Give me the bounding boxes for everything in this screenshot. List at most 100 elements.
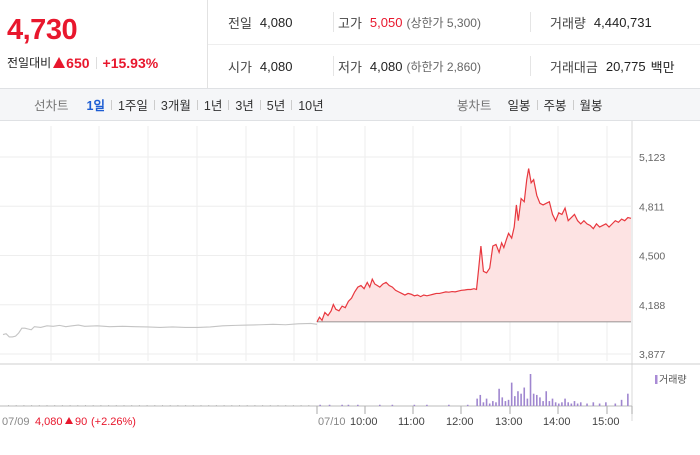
prev-volume-bar xyxy=(15,405,17,406)
volume-bar xyxy=(532,393,535,406)
y-tick-label: 4,188 xyxy=(639,300,665,312)
stat-trade-value: 거래대금 20,775 백만 xyxy=(550,44,675,88)
volume-bar xyxy=(426,404,428,406)
prev-volume-bar xyxy=(208,405,210,406)
volume-bar xyxy=(357,404,359,406)
tab-monthly[interactable]: 월봉 xyxy=(579,99,603,113)
volume-bar xyxy=(529,374,532,406)
y-tick-label: 5,123 xyxy=(639,152,665,164)
prev-volume-bar xyxy=(215,405,217,406)
volume-legend-swatch xyxy=(655,375,658,384)
volume-bar xyxy=(545,391,548,406)
volume-bar xyxy=(479,394,482,406)
volume-bar xyxy=(620,399,623,406)
prev-volume-bar xyxy=(85,405,86,406)
divider xyxy=(333,12,334,32)
y-tick-label: 3,877 xyxy=(639,349,665,361)
line-chart-tabs: 선차트 1일 1주일 3개월 1년 3년 5년 10년 xyxy=(34,89,324,120)
divider xyxy=(110,99,112,110)
y-tick-label: 4,811 xyxy=(639,201,665,213)
today-area-fill xyxy=(317,168,631,322)
volume-legend-label: 거래량 xyxy=(659,374,687,386)
prev-day-line xyxy=(2,322,318,338)
volume-bar xyxy=(341,404,343,406)
stat-sub: (하한가 2,860) xyxy=(406,59,481,74)
stat-unit: 백만 xyxy=(650,59,675,75)
tab-weekly[interactable]: 주봉 xyxy=(543,99,567,113)
stat-label: 거래량 xyxy=(550,15,586,31)
footer-date: 07/09 xyxy=(2,416,30,428)
tab-1d[interactable]: 1일 xyxy=(86,99,105,113)
stat-label: 저가 xyxy=(338,59,362,75)
chart-tabs-bar: 선차트 1일 1주일 3개월 1년 3년 5년 10년 봉차트 일봉 주봉 월봉 xyxy=(0,88,700,121)
stat-low: 저가 4,080 (하한가 2,860) xyxy=(338,44,481,88)
prev-volume-bar xyxy=(285,405,287,406)
today-area-group xyxy=(316,168,632,323)
prev-volume-bar xyxy=(108,405,110,406)
divider xyxy=(536,99,538,110)
volume-bar xyxy=(488,403,491,406)
today-line xyxy=(316,168,632,323)
x-axis-ticks: 07/10 10:00 11:00 12:00 13:00 14:00 15:00 xyxy=(316,406,633,428)
divider xyxy=(228,99,230,110)
price-chart: 5,123 4,811 4,500 4,188 3,877 거래량 07/10 10:00… xyxy=(0,121,700,450)
stat-volume: 거래량 4,440,731 xyxy=(550,0,652,44)
stats-row-2: 시가 4,080 저가 4,080 (하한가 2,860) 거래대금 20,77… xyxy=(208,44,700,88)
volume-bar xyxy=(551,398,554,406)
stat-prev-close: 전일 4,080 xyxy=(228,0,292,44)
tab-1y[interactable]: 1년 xyxy=(203,99,223,113)
prev-volume-bar xyxy=(123,405,125,406)
prev-volume-bar xyxy=(308,405,310,406)
volume-bar xyxy=(570,403,573,406)
stat-label: 시가 xyxy=(228,59,252,75)
volume-bar xyxy=(614,403,617,406)
tab-1w[interactable]: 1주일 xyxy=(117,99,148,113)
prev-volume-bar xyxy=(92,405,94,406)
volume-bar xyxy=(564,398,566,406)
stat-value: 4,080 xyxy=(259,58,293,74)
prev-volume-bar xyxy=(292,405,294,406)
volume-bar xyxy=(523,387,526,406)
volume-bar xyxy=(542,401,544,406)
stat-value: 5,050 xyxy=(369,14,403,30)
prev-volume-bar xyxy=(185,405,187,406)
tab-3m[interactable]: 3개월 xyxy=(160,99,191,113)
tab-10y[interactable]: 10년 xyxy=(298,99,324,113)
prev-volume-bar xyxy=(200,405,202,406)
volume-bar xyxy=(504,401,507,406)
stat-value: 4,080 xyxy=(369,58,403,74)
divider xyxy=(259,99,261,110)
prev-volume-bar xyxy=(146,405,148,406)
tab-3y[interactable]: 3년 xyxy=(235,99,254,113)
volume-bar xyxy=(507,399,510,406)
chart-footer: 07/09 4,080 90 (+2.26%) xyxy=(2,416,136,428)
prev-volume-bar xyxy=(38,405,40,406)
volume-bar xyxy=(554,402,557,406)
prev-volume-bar xyxy=(61,405,63,406)
divider xyxy=(153,99,155,110)
divider xyxy=(333,56,334,76)
prev-volume-bar xyxy=(154,405,156,406)
tab-daily[interactable]: 일봉 xyxy=(507,99,531,113)
prev-volume-bar xyxy=(192,405,194,406)
quote-header: 4,730 전일대비 650 +15.93% 전일 4,080 고가 5,050… xyxy=(0,0,700,88)
stat-label: 고가 xyxy=(338,15,362,31)
tab-5y[interactable]: 5년 xyxy=(266,99,286,113)
prev-volume-bar xyxy=(239,405,240,406)
divider xyxy=(530,12,531,32)
volume-bar xyxy=(476,398,478,406)
volume-bar xyxy=(319,404,321,406)
volume-bar xyxy=(548,401,551,406)
volume-bar xyxy=(379,404,381,406)
volume-bar xyxy=(413,404,416,406)
stats-row-1: 전일 4,080 고가 5,050 (상한가 5,300) 거래량 4,440,… xyxy=(208,0,700,45)
prev-volume-bar xyxy=(131,405,133,406)
volume-bar xyxy=(598,403,601,406)
volume-bar xyxy=(605,402,607,406)
volume-bar xyxy=(517,391,519,406)
footer-price: 4,080 xyxy=(35,416,63,428)
volume-bar xyxy=(592,402,595,406)
volume-bar xyxy=(627,393,629,406)
prev-volume-bar xyxy=(8,405,9,406)
stat-label: 거래대금 xyxy=(550,59,598,75)
